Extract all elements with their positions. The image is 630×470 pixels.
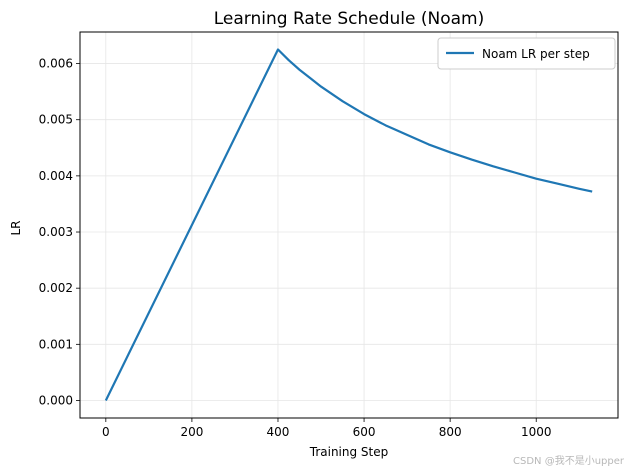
x-tick-label: 200 [180, 425, 203, 439]
y-tick-label: 0.001 [39, 337, 73, 351]
y-tick-label: 0.002 [39, 281, 73, 295]
x-tick-label: 600 [353, 425, 376, 439]
x-axis-label: Training Step [309, 445, 389, 459]
x-tick-label: 400 [267, 425, 290, 439]
y-axis: 0.000 0.001 0.002 0.003 0.004 0.005 0.006 [39, 57, 80, 407]
series-line [104, 48, 593, 401]
legend-label: Noam LR per step [482, 47, 590, 61]
y-tick-label: 0.000 [39, 393, 73, 407]
axes-frame [79, 31, 619, 419]
y-tick-label: 0.006 [39, 57, 73, 71]
plot-area [104, 48, 593, 401]
y-axis-label: LR [9, 220, 23, 235]
y-tick-label: 0.004 [39, 169, 73, 183]
watermark: CSDN @我不是小upper [513, 455, 625, 467]
y-tick-label: 0.005 [39, 113, 73, 127]
x-tick-label: 800 [439, 425, 462, 439]
x-tick-label: 0 [102, 425, 110, 439]
y-tick-label: 0.003 [39, 225, 73, 239]
chart-title: Learning Rate Schedule (Noam) [214, 9, 484, 29]
x-tick-label: 1000 [521, 425, 552, 439]
legend-box [437, 37, 616, 70]
x-axis: 0 200 400 600 800 1000 [102, 418, 551, 439]
legend: Noam LR per step [437, 37, 616, 70]
